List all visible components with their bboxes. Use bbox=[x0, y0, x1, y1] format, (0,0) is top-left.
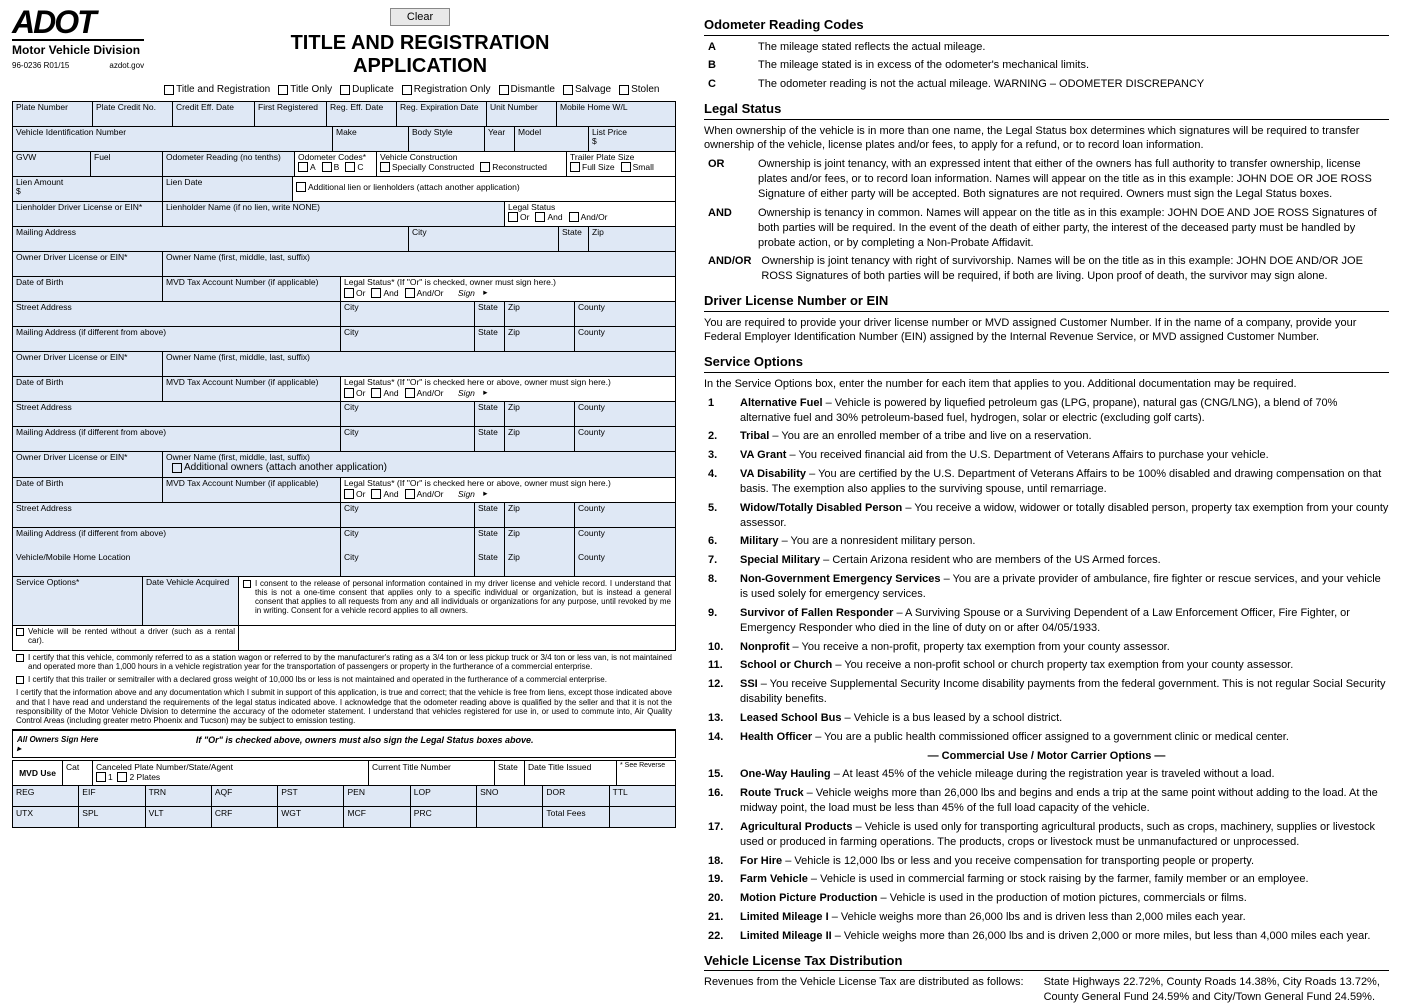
form-number: 96-0236 R01/15 bbox=[12, 61, 69, 70]
svc-opt-label: Service Options* bbox=[16, 578, 139, 587]
mobile-wl-label: Mobile Home W/L bbox=[560, 103, 672, 112]
legal-intro: When ownership of the vehicle is in more… bbox=[704, 124, 1389, 154]
lien-date-label: Lien Date bbox=[166, 178, 289, 187]
gvw-label: GVW bbox=[16, 153, 87, 162]
application-type-checks: Title and Registration Title Only Duplicat… bbox=[164, 84, 676, 95]
page-title-1: TITLE AND REGISTRATION bbox=[164, 32, 676, 55]
recon-check[interactable]: Reconstructed bbox=[480, 162, 547, 172]
legal-status-title: Legal Status bbox=[704, 100, 1389, 120]
instructions-panel: Odometer Reading Codes AThe mileage stat… bbox=[688, 0, 1405, 909]
cert1-text: I certify that this vehicle, commonly re… bbox=[28, 653, 672, 671]
check-dismantle[interactable]: Dismantle bbox=[499, 84, 555, 95]
plate-credit-label: Plate Credit No. bbox=[96, 103, 169, 112]
vlt-text1: Revenues from the Vehicle License Tax ar… bbox=[704, 975, 1024, 1005]
legal-status-label: Legal Status bbox=[508, 203, 672, 212]
small-check[interactable]: Small bbox=[621, 162, 654, 172]
lien-dl-label: Lienholder Driver License or EIN* bbox=[16, 203, 159, 212]
dl-ein-title: Driver License Number or EIN bbox=[704, 292, 1389, 312]
cert3-text: I certify that the information above and… bbox=[16, 688, 672, 725]
svc-options-title: Service Options bbox=[704, 353, 1389, 373]
cert1-check[interactable] bbox=[16, 654, 24, 662]
check-stolen[interactable]: Stolen bbox=[619, 84, 659, 95]
first-reg-label: First Registered bbox=[258, 103, 323, 112]
logo-block: ADOT Motor Vehicle Division 96-0236 R01/… bbox=[12, 8, 144, 70]
site-url: azdot.gov bbox=[109, 61, 144, 70]
full-size-check[interactable]: Full Size bbox=[570, 162, 615, 172]
reg-eff-label: Reg. Eff. Date bbox=[330, 103, 393, 112]
year-label: Year bbox=[488, 128, 511, 137]
form-panel: ADOT Motor Vehicle Division 96-0236 R01/… bbox=[0, 0, 688, 909]
veh-const-label: Vehicle Construction bbox=[380, 153, 563, 162]
credit-eff-label: Credit Eff. Date bbox=[176, 103, 251, 112]
main-form: Plate Number Plate Credit No. Credit Eff… bbox=[12, 101, 676, 651]
spec-const-check[interactable]: Specially Constructed bbox=[380, 162, 474, 172]
lien-name-label: Lienholder Name (if no lien, write NONE) bbox=[166, 203, 501, 212]
date-acq-label: Date Vehicle Acquired bbox=[146, 578, 235, 587]
veh-loc-label: Vehicle/Mobile Home Location bbox=[16, 553, 337, 562]
cert2-check[interactable] bbox=[16, 676, 24, 684]
rental-text: Vehicle will be rented without a driver … bbox=[28, 627, 235, 645]
lien-amt-label: Lien Amount bbox=[16, 178, 159, 187]
sign-note: If "Or" is checked above, owners must al… bbox=[196, 735, 534, 753]
odo-codes-label: Odometer Codes* bbox=[298, 153, 373, 162]
commercial-header: — Commercial Use / Motor Carrier Options… bbox=[704, 749, 1389, 764]
adot-logo: ADOT bbox=[12, 8, 144, 37]
odo-codes-title: Odometer Reading Codes bbox=[704, 16, 1389, 36]
list-price-label: List Price bbox=[592, 128, 672, 137]
mail-addr-label: Mailing Address bbox=[16, 228, 405, 237]
page-title-2: APPLICATION bbox=[164, 55, 676, 78]
signature-row: All Owners Sign Here▸ If "Or" is checked… bbox=[12, 729, 676, 758]
vlt-text2: State Highways 22.72%, County Roads 14.3… bbox=[1044, 975, 1389, 1005]
addl-lien-check[interactable]: Additional lien or lienholders (attach a… bbox=[296, 182, 520, 192]
model-label: Model bbox=[518, 128, 585, 137]
check-title-and-registration[interactable]: Title and Registration bbox=[164, 84, 270, 95]
clear-button[interactable]: Clear bbox=[390, 8, 450, 26]
svc-intro: In the Service Options box, enter the nu… bbox=[704, 377, 1389, 392]
consent-check[interactable] bbox=[243, 580, 251, 588]
odo-code-checks[interactable]: ABC bbox=[298, 162, 373, 172]
odo-label: Odometer Reading (no tenths) bbox=[166, 153, 291, 162]
unit-no-label: Unit Number bbox=[490, 103, 553, 112]
check-title-only[interactable]: Title Only bbox=[278, 84, 332, 95]
consent-text: I consent to the release of personal inf… bbox=[255, 579, 671, 616]
trailer-label: Trailer Plate Size bbox=[570, 153, 672, 162]
plate-number-label: Plate Number bbox=[16, 103, 89, 112]
check-duplicate[interactable]: Duplicate bbox=[340, 84, 394, 95]
reg-exp-label: Reg. Expiration Date bbox=[400, 103, 483, 112]
mvd-use-table: MVD Use Cat Canceled Plate Number/State/… bbox=[12, 760, 676, 828]
check-salvage[interactable]: Salvage bbox=[563, 84, 611, 95]
mvd-use-label: MVD Use bbox=[13, 761, 63, 785]
rental-check[interactable] bbox=[16, 628, 24, 636]
dl-ein-text: You are required to provide your driver … bbox=[704, 316, 1389, 346]
cert2-text: I certify that this trailer or semitrail… bbox=[28, 675, 607, 684]
body-label: Body Style bbox=[412, 128, 481, 137]
vlt-title: Vehicle License Tax Distribution bbox=[704, 952, 1389, 972]
check-registration-only[interactable]: Registration Only bbox=[402, 84, 491, 95]
logo-subtitle: Motor Vehicle Division bbox=[12, 39, 144, 57]
make-label: Make bbox=[336, 128, 405, 137]
fuel-label: Fuel bbox=[94, 153, 159, 162]
vin-label: Vehicle Identification Number bbox=[16, 128, 329, 137]
